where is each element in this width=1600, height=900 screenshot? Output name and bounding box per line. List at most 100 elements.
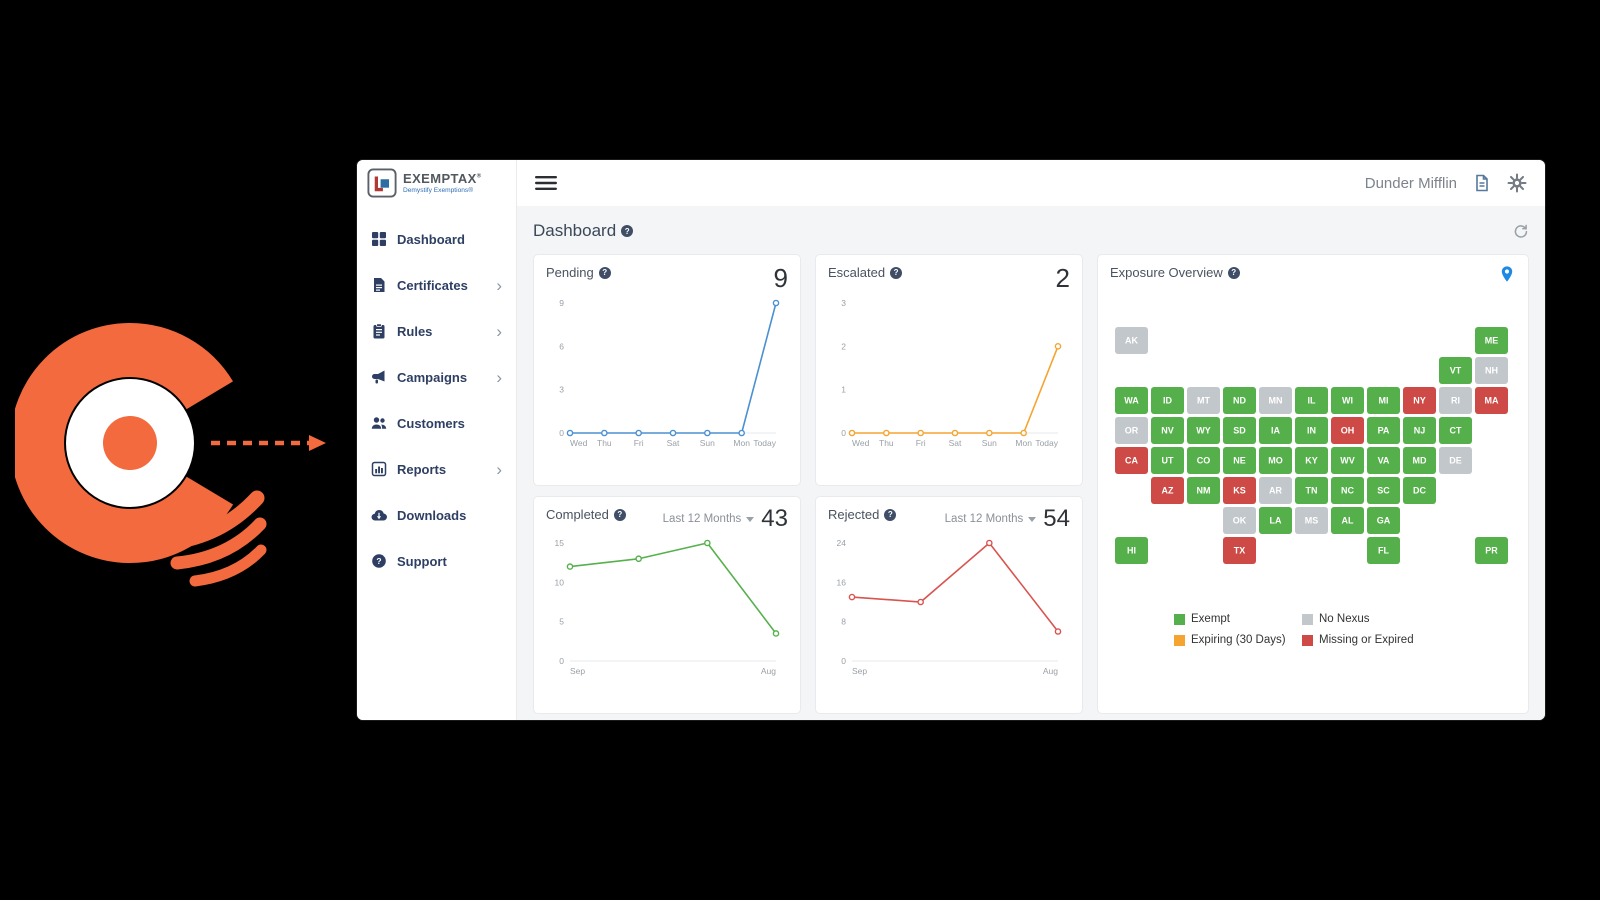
sidebar-item-label: Reports	[397, 461, 447, 477]
brand-name: EXEMPTAX®	[403, 171, 482, 186]
sidebar-item-certificates[interactable]: Certificates	[357, 262, 516, 308]
svg-text:AK: AK	[1125, 336, 1138, 346]
svg-text:OR: OR	[1125, 426, 1139, 436]
svg-text:Aug: Aug	[761, 666, 776, 676]
svg-text:OK: OK	[1233, 516, 1247, 526]
gear-icon[interactable]	[1507, 173, 1527, 193]
svg-text:MS: MS	[1305, 516, 1319, 526]
legend-item-expiring: Expiring (30 Days)	[1174, 634, 1302, 646]
help-icon[interactable]	[884, 508, 897, 521]
range-selector[interactable]: Last 12 Months	[944, 513, 1024, 525]
caret-down-icon	[746, 516, 755, 522]
svg-text:Sun: Sun	[700, 438, 715, 448]
escalated-count: 2	[1055, 263, 1070, 293]
legend-label: Exempt	[1191, 613, 1230, 625]
svg-text:Aug: Aug	[1043, 666, 1058, 676]
svg-text:KS: KS	[1233, 486, 1246, 496]
help-icon[interactable]	[613, 508, 626, 521]
svg-text:VA: VA	[1378, 456, 1390, 466]
legend-label: Expiring (30 Days)	[1191, 634, 1286, 646]
legend-item-no_nexus: No Nexus	[1302, 613, 1452, 625]
svg-text:3: 3	[841, 298, 846, 308]
svg-text:Mon: Mon	[733, 438, 750, 448]
sidebar-item-label: Certificates	[397, 277, 468, 293]
svg-text:VT: VT	[1450, 366, 1462, 376]
svg-text:NC: NC	[1341, 486, 1354, 496]
svg-text:0: 0	[559, 428, 564, 438]
dashboard-icon	[372, 232, 386, 246]
range-selector[interactable]: Last 12 Months	[662, 513, 742, 525]
sidebar-item-reports[interactable]: Reports	[357, 446, 516, 492]
svg-text:?: ?	[376, 556, 381, 566]
sidebar-item-dashboard[interactable]: Dashboard	[357, 216, 516, 262]
svg-text:16: 16	[837, 577, 847, 587]
brand-tagline: Demystify Exemptions®	[403, 187, 474, 194]
topbar-right: Dunder Mifflin	[1365, 173, 1527, 193]
missing_expired-swatch-icon	[1302, 634, 1313, 646]
sidebar-item-customers[interactable]: Customers	[357, 400, 516, 446]
svg-text:CT: CT	[1450, 426, 1462, 436]
svg-text:CO: CO	[1197, 456, 1211, 466]
sidebar-item-label: Dashboard	[397, 231, 465, 247]
sidebar-item-label: Rules	[397, 323, 433, 339]
sidebar-item-support[interactable]: ? Support	[357, 538, 516, 584]
svg-text:DE: DE	[1449, 456, 1462, 466]
chevron-right-icon	[496, 323, 502, 340]
sidebar-item-downloads[interactable]: Downloads	[357, 492, 516, 538]
svg-text:6: 6	[559, 341, 564, 351]
svg-text:Sep: Sep	[570, 666, 585, 676]
svg-text:Mon: Mon	[1015, 438, 1032, 448]
svg-text:AR: AR	[1269, 486, 1282, 496]
refresh-icon[interactable]	[1512, 223, 1529, 240]
svg-text:KY: KY	[1305, 456, 1318, 466]
svg-text:15: 15	[555, 538, 565, 548]
app-window: EXEMPTAX® Demystify Exemptions® Dashboar…	[357, 160, 1545, 720]
svg-text:CA: CA	[1125, 456, 1138, 466]
svg-text:SC: SC	[1377, 486, 1390, 496]
rules-icon	[373, 323, 385, 339]
svg-text:AZ: AZ	[1162, 486, 1174, 496]
card-title: Exposure Overview	[1110, 265, 1223, 280]
map-pin-icon[interactable]	[1498, 265, 1516, 283]
sidebar-nav: Dashboard Certificates Rules Campaigns C…	[357, 206, 516, 594]
svg-text:MI: MI	[1379, 396, 1389, 406]
legend-item-exempt: Exempt	[1174, 613, 1302, 625]
svg-text:1: 1	[841, 385, 846, 395]
card-title: Escalated	[828, 265, 886, 280]
svg-text:DC: DC	[1413, 486, 1426, 496]
document-icon[interactable]	[1472, 173, 1492, 193]
svg-text:PR: PR	[1485, 546, 1498, 556]
svg-text:Fri: Fri	[916, 438, 926, 448]
sidebar-item-rules[interactable]: Rules	[357, 308, 516, 354]
svg-text:Sat: Sat	[667, 438, 680, 448]
svg-text:Thu: Thu	[879, 438, 894, 448]
downloads-icon	[371, 509, 387, 521]
sidebar-item-campaigns[interactable]: Campaigns	[357, 354, 516, 400]
svg-text:NH: NH	[1485, 366, 1498, 376]
menu-toggle-icon[interactable]	[535, 175, 557, 191]
logo-swoosh-lines	[157, 490, 267, 587]
svg-text:2: 2	[841, 341, 846, 351]
help-icon[interactable]	[1227, 266, 1240, 279]
svg-text:RI: RI	[1451, 396, 1460, 406]
help-icon[interactable]	[890, 266, 903, 279]
svg-text:NE: NE	[1233, 456, 1246, 466]
help-icon[interactable]	[621, 225, 634, 237]
svg-text:SD: SD	[1233, 426, 1246, 436]
reports-icon	[371, 461, 387, 477]
svg-text:Fri: Fri	[634, 438, 644, 448]
svg-text:MD: MD	[1413, 456, 1427, 466]
rejected-count: 54	[1043, 505, 1070, 532]
svg-text:FL: FL	[1378, 546, 1389, 556]
us-map-wrap: AK ME VT NH WA ID MT ND MN IL WI MI NY RI MA OR NV WY SD IA…	[1110, 327, 1516, 565]
svg-text:24: 24	[837, 538, 847, 548]
svg-text:NJ: NJ	[1414, 426, 1426, 436]
svg-text:MA: MA	[1485, 396, 1499, 406]
svg-text:IA: IA	[1271, 426, 1281, 436]
help-icon[interactable]	[598, 266, 611, 279]
svg-text:10: 10	[555, 577, 565, 587]
svg-text:Sep: Sep	[852, 666, 867, 676]
pending-count: 9	[773, 263, 788, 293]
